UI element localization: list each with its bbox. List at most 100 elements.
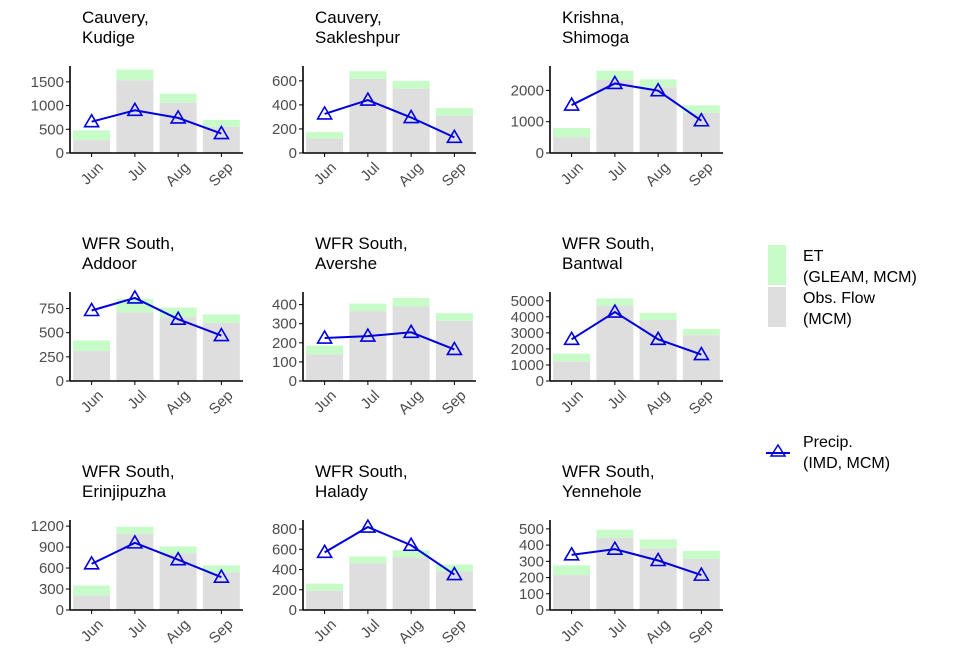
flow-bar (682, 112, 720, 153)
flow-bar (306, 138, 344, 153)
flow-bar (392, 88, 430, 153)
y-tick-label: 200 (519, 570, 544, 587)
y-tick-label: 200 (272, 582, 297, 599)
flow-bar (202, 323, 240, 381)
et-bar (596, 298, 634, 306)
et-bar (435, 313, 473, 321)
precip-point (359, 91, 377, 106)
precip-line (571, 310, 702, 356)
y-tick-label: 400 (519, 537, 544, 554)
x-tick-label: Jul (357, 159, 383, 185)
et-bar (73, 130, 111, 141)
x-tick-label: Aug (395, 616, 426, 647)
y-tick-label: 100 (272, 354, 297, 371)
panel-title-line1: WFR South, (315, 462, 408, 481)
y-tick-label: 500 (519, 521, 544, 538)
x-tick-label: Sep (206, 616, 237, 647)
precip-point (212, 327, 230, 342)
x-tick-label: Jul (604, 387, 630, 413)
x-tick-label: Jul (124, 616, 150, 642)
y-tick-label: 2000 (511, 82, 544, 99)
flow-bar (159, 553, 197, 610)
y-tick-label: 2000 (511, 341, 544, 358)
precip-point (692, 345, 710, 361)
y-tick-label: 400 (272, 97, 297, 114)
x-tick-label: Sep (206, 159, 237, 190)
y-tick-label: 0 (289, 602, 297, 619)
panel-title-line2: Shimoga (562, 28, 630, 47)
panel-2: Cauvery,Sakleshpur 0 200 400 600 Jun Jul Aug Sep (272, 8, 476, 190)
precip-point (83, 113, 101, 128)
x-tick-label: Sep (439, 616, 470, 647)
et-bar (73, 585, 111, 596)
panel-8: WFR South,Halady 0 200 400 600 800 Jun Jul Aug Se… (272, 462, 476, 647)
panel-4: WFR South,Addoor 0 250 500 750 Jun Jul Aug Sep (39, 234, 243, 418)
y-tick-label: 1200 (31, 518, 64, 535)
et-bar (306, 131, 344, 139)
panel-title-line1: WFR South, (562, 462, 655, 481)
precip-point (402, 323, 420, 339)
et-bar (553, 565, 591, 576)
precip-point (649, 330, 667, 346)
legend: ET (GLEAM, MCM) Obs. Flow (MCM) Precip. … (766, 245, 917, 472)
y-tick-label: 200 (272, 335, 297, 352)
et-bar (392, 550, 430, 558)
precip-line (324, 525, 455, 576)
x-tick-label: Aug (642, 387, 673, 418)
et-bar (682, 328, 720, 336)
y-tick-label: 400 (272, 297, 297, 314)
x-tick-label: Jun (78, 387, 107, 416)
panel-title-line2: Halady (315, 482, 368, 501)
flow-bar (435, 320, 473, 381)
x-tick-label: Jun (311, 159, 340, 188)
x-tick-label: Jul (124, 387, 150, 413)
x-tick-label: Jun (558, 159, 587, 188)
panel-title-line2: Kudige (82, 28, 135, 47)
et-bar (306, 345, 344, 355)
flow-bar (553, 575, 591, 610)
panel-title-line1: Cauvery, (315, 8, 382, 27)
precip-point (606, 74, 624, 90)
precip-point (445, 566, 463, 581)
y-tick-label: 900 (39, 539, 64, 556)
et-bar (392, 297, 430, 307)
flow-bar (435, 115, 473, 153)
et-bar (116, 526, 154, 534)
flow-bar (306, 354, 344, 381)
et-bar (596, 529, 634, 538)
flow-bar (435, 571, 473, 610)
y-tick-label: 1000 (511, 357, 544, 374)
precip-line (91, 109, 222, 135)
x-tick-label: Jul (357, 387, 383, 413)
panel-title-line1: WFR South, (315, 234, 408, 253)
y-tick-label: 0 (56, 373, 64, 390)
panel-1: Cauvery,Kudige 0 500 1000 1500 Jun Jul Aug Sep (31, 8, 243, 190)
precip-point (606, 540, 624, 555)
precip-point (83, 301, 101, 317)
precip-point (169, 310, 187, 325)
et-bar (349, 556, 387, 564)
precip-point (359, 518, 377, 533)
x-tick-label: Jun (311, 616, 340, 645)
panel-title-line1: Cauvery, (82, 8, 149, 27)
legend-key-precip-marker (769, 443, 787, 457)
flow-bar (116, 312, 154, 381)
legend-label-et-line1: ET (803, 248, 824, 265)
precip-point (316, 543, 334, 559)
flow-bar (553, 361, 591, 381)
precip-point (402, 108, 420, 124)
precip-point (83, 555, 101, 570)
x-tick-label: Sep (686, 387, 717, 418)
legend-label-flow-line1: Obs. Flow (803, 290, 875, 307)
precip-point (563, 546, 581, 561)
precip-point (563, 330, 581, 346)
panel-title-line2: Bantwal (562, 254, 622, 273)
flow-bar (116, 80, 154, 153)
et-bar (73, 340, 111, 352)
precip-point (316, 105, 334, 120)
y-tick-label: 800 (272, 521, 297, 538)
precip-line (571, 82, 702, 122)
flow-bar (639, 548, 677, 610)
